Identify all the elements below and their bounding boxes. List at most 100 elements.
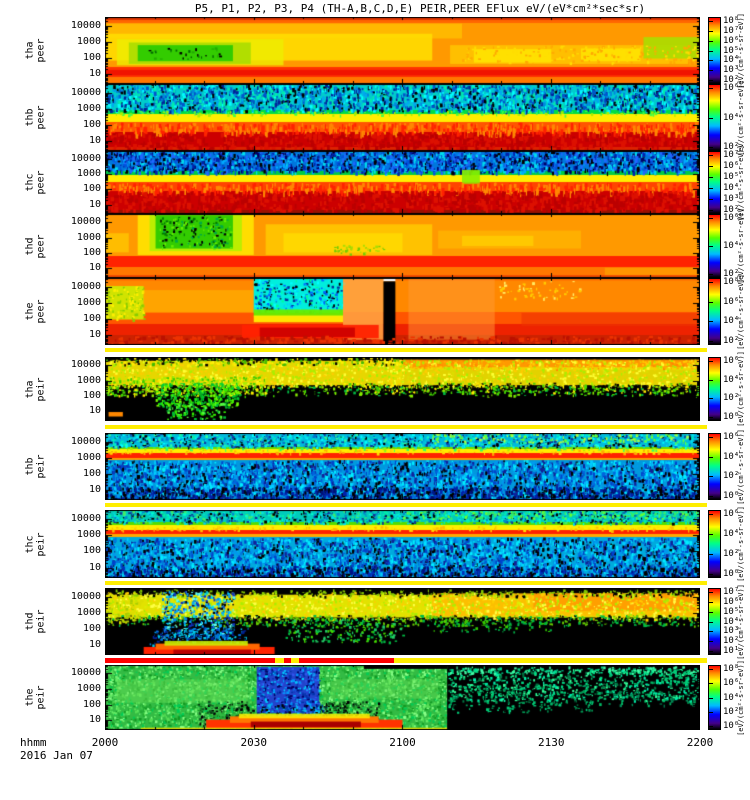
colorbar-tick-label-thd-peir: 10⁶ [723, 596, 740, 607]
y-tick-label-tha-peer: 100 [82, 51, 101, 63]
y-tick-label-tha-peir: 100 [82, 390, 101, 402]
colorbar-tick-label-thd-peir: 10⁵ [723, 606, 740, 617]
colorbar-tick-the-peir [709, 726, 713, 728]
colorbar-tick-thc-peir [709, 534, 713, 536]
y-tick-label-tha-peer: 10 [88, 67, 101, 79]
colorbar-tick-tha-peir [709, 379, 713, 381]
y-tick-label-thc-peir: 1000 [76, 529, 101, 541]
colorbar-tick-the-peir [709, 683, 713, 685]
spectrogram-tha-peer [105, 17, 700, 84]
colorbar-tick-label-tha-peer: 10⁷ [723, 25, 740, 36]
panel-separator-segment [394, 658, 707, 663]
colorbar-tick-label-thb-peir: 10⁶ [723, 432, 740, 443]
colorbar-tick-label-thd-peer: 10⁶ [723, 212, 740, 223]
colorbar-tick-label-the-peir: 10² [723, 706, 740, 717]
panel-separator-segment [105, 425, 707, 429]
colorbar-tick-thd-peer [709, 217, 713, 219]
panel-label-tha-peer: tha peer [24, 38, 47, 63]
y-tick-label-thb-peir: 1000 [76, 451, 101, 463]
y-tick-label-thc-peer: 10000 [70, 153, 101, 165]
colorbar-tick-tha-peir [709, 398, 713, 400]
x-tick-label: 2000 [91, 736, 119, 749]
colorbar-tick-label-tha-peir: 10⁶ [723, 355, 740, 366]
colorbar-tick-thb-peer [709, 146, 713, 148]
panel-separator-segment [105, 658, 275, 663]
colorbar-tick-thb-peer [709, 117, 713, 119]
y-tick-label-thb-peer: 100 [82, 118, 101, 130]
colorbar-tick-label-the-peir: 10⁸ [723, 663, 740, 674]
colorbar-tick-label-thd-peir: 10¹ [723, 645, 740, 656]
colorbar-tick-the-peer [709, 340, 713, 342]
colorbar-tick-label-the-peer: 10⁸ [723, 277, 740, 288]
x-axis-unit-label: hhmm [20, 736, 47, 749]
y-tick-label-thd-peir: 100 [82, 622, 101, 634]
colorbar-tick-thb-peir [709, 476, 713, 478]
colorbar-tick-label-tha-peer: 10² [723, 74, 740, 85]
colorbar-tick-label-thd-peir: 10⁷ [723, 587, 740, 598]
y-tick-label-the-peer: 1000 [76, 296, 101, 308]
colorbar-thb-peir [708, 433, 721, 500]
colorbar-tick-thd-peir [709, 631, 713, 633]
colorbar-tick-tha-peer [709, 79, 713, 81]
panel-label-the-peir: the peir [24, 685, 47, 710]
colorbar-tick-thb-peir [709, 495, 713, 497]
colorbar-thc-peir [708, 510, 721, 578]
colorbar-tick-label-thb-peir: 10⁰ [723, 490, 740, 501]
colorbar-tick-label-thc-peer: 10³ [723, 194, 740, 205]
y-tick-label-thd-peir: 10 [88, 638, 101, 650]
y-tick-label-thd-peer: 10000 [70, 216, 101, 228]
colorbar-tick-tha-peer [709, 40, 713, 42]
y-tick-label-the-peir: 1000 [76, 683, 101, 695]
colorbar-thd-peer [708, 214, 721, 278]
y-tick-label-the-peir: 10 [88, 714, 101, 726]
colorbar-tick-the-peer [709, 282, 713, 284]
colorbar-tick-label-thd-peir: 10³ [723, 626, 740, 637]
colorbar-tick-label-thc-peir: 10² [723, 548, 740, 559]
colorbar-tick-label-the-peer: 10⁴ [723, 316, 740, 327]
y-tick-label-the-peir: 10000 [70, 667, 101, 679]
colorbar-tick-thc-peer [709, 154, 713, 156]
y-tick-label-thb-peir: 10000 [70, 435, 101, 447]
panel-separator-segment [105, 503, 707, 507]
colorbar-tick-label-tha-peir: 10² [723, 393, 740, 404]
y-tick-label-thb-peer: 10000 [70, 86, 101, 98]
y-tick-label-thb-peir: 100 [82, 467, 101, 479]
y-tick-label-thd-peer: 10 [88, 262, 101, 274]
colorbar-tick-thc-peir [709, 573, 713, 575]
spectrogram-thc-peer [105, 151, 700, 214]
figure-title: P5, P1, P2, P3, P4 (TH-A,B,C,D,E) PEIR,P… [194, 2, 646, 15]
spectrogram-thc-peir [105, 510, 700, 578]
spectrogram-thd-peir [105, 588, 700, 655]
y-tick-label-tha-peer: 1000 [76, 35, 101, 47]
y-tick-label-thc-peer: 10 [88, 198, 101, 210]
y-tick-label-the-peir: 100 [82, 698, 101, 710]
y-tick-label-the-peer: 100 [82, 312, 101, 324]
y-tick-label-tha-peir: 10000 [70, 359, 101, 371]
colorbar-tick-tha-peer [709, 60, 713, 62]
y-tick-label-thc-peir: 10 [88, 561, 101, 573]
colorbar-thb-peer [708, 84, 721, 151]
colorbar-tick-thd-peir [709, 650, 713, 652]
y-tick-label-tha-peir: 1000 [76, 374, 101, 386]
x-axis-date-label: 2016 Jan 07 [20, 749, 93, 762]
panel-separator-segment [291, 658, 299, 663]
colorbar-tick-thd-peir [709, 601, 713, 603]
panel-label-thc-peir: thc peir [24, 531, 47, 557]
x-tick-label: 2030 [240, 736, 268, 749]
colorbar-tick-label-tha-peer: 10⁵ [723, 45, 740, 56]
colorbar-the-peer [708, 278, 721, 345]
spectrogram-the-peir [105, 665, 700, 730]
colorbar-tick-label-the-peer: 10⁶ [723, 296, 740, 307]
y-tick-label-thd-peer: 100 [82, 247, 101, 259]
x-tick-label: 2130 [538, 736, 565, 749]
spectrogram-thd-peer [105, 214, 700, 278]
colorbar-tick-tha-peer [709, 21, 713, 23]
spectrogram-thb-peir [105, 433, 700, 500]
panel-separator-segment [299, 658, 394, 663]
colorbar-tick-the-peer [709, 301, 713, 303]
panel-label-thb-peir: thb peir [24, 454, 47, 479]
colorbar-thd-peir [708, 588, 721, 655]
y-tick-label-thb-peer: 1000 [76, 102, 101, 114]
colorbar-tick-thd-peir [709, 611, 713, 613]
colorbar-tick-label-thc-peer: 10² [723, 205, 740, 216]
